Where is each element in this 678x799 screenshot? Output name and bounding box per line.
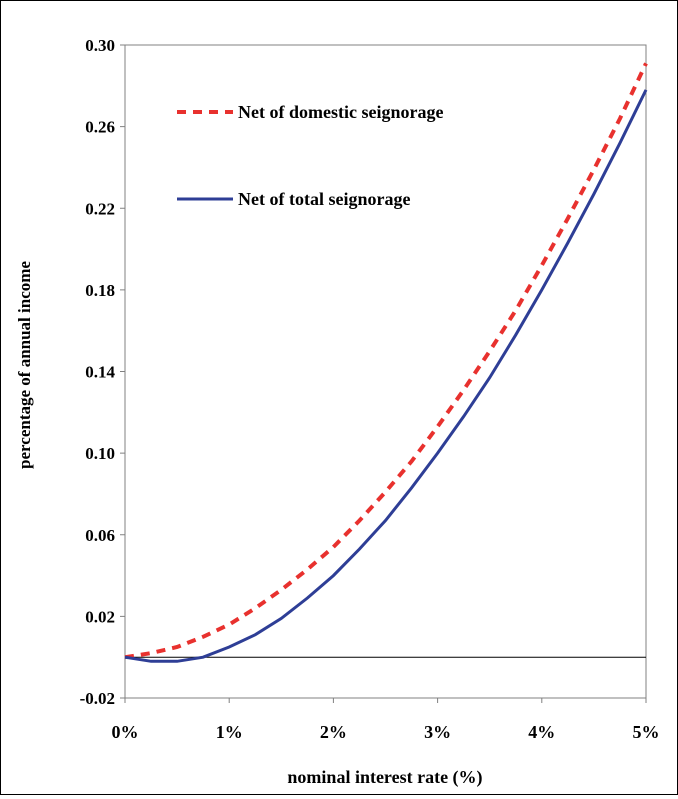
legend-label-total: Net of total seignorage [238,189,410,209]
plot-border [124,44,647,699]
x-axis-label: nominal interest rate (%) [287,767,482,788]
x-tick-label: 0% [112,722,139,742]
series-group [124,62,648,663]
y-axis-label: percentage of annual income [15,261,34,469]
y-tick-label: 0.14 [85,363,115,382]
y-tick-label: 0.22 [85,199,115,218]
legend-label-domestic: Net of domestic seignorage [238,102,443,122]
x-tick-label: 3% [424,722,451,742]
y-tick-label: 0.30 [85,36,115,55]
y-tick-label: 0.02 [85,607,115,626]
x-axis-ticks: 0% 1% 2% 3% 4% 5% [112,698,660,742]
x-tick-label: 5% [633,722,660,742]
x-tick-label: 4% [528,722,555,742]
y-axis-ticks: 0.30 0.26 0.22 0.18 0.14 0.10 0.06 0.02 -0.02 [80,36,125,708]
y-tick-label: 0.26 [85,118,115,137]
y-tick-label: 0.06 [85,526,115,545]
x-tick-label: 1% [216,722,243,742]
plot-area [124,44,647,699]
y-tick-label: -0.02 [80,689,115,708]
x-tick-label: 2% [320,722,347,742]
series-line-domestic [124,62,648,660]
series-line-total [124,89,648,663]
y-tick-label: 0.18 [85,281,115,300]
y-tick-label: 0.10 [85,444,115,463]
legend: Net of domestic seignorage Net of total … [177,102,443,209]
